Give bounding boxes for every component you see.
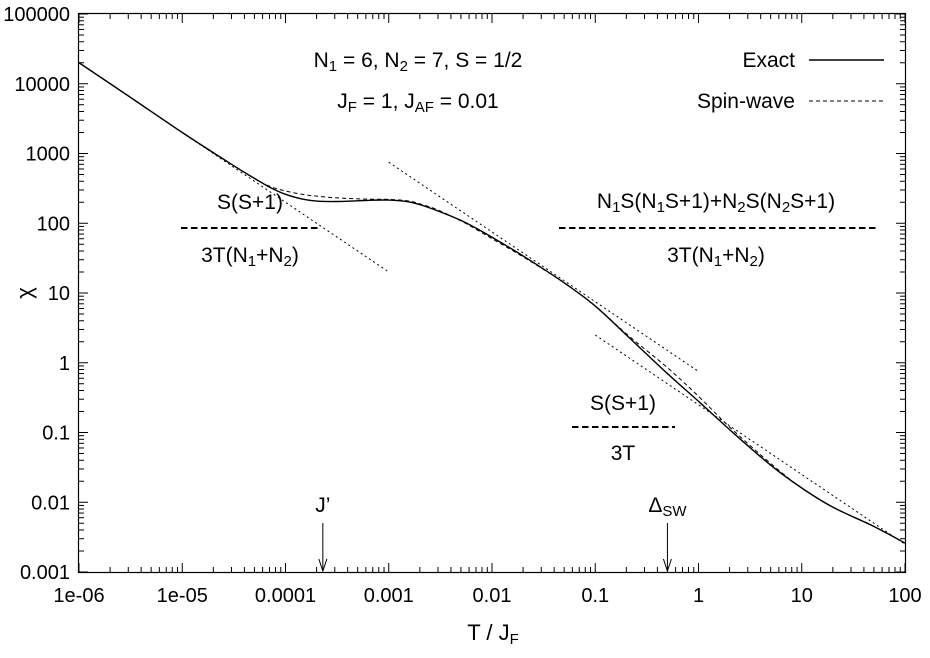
high-t-numerator: S(S+1) [590, 392, 656, 415]
y-tick-label: 100000 [3, 4, 70, 26]
y-tick-label: 10000 [14, 74, 70, 96]
y-tick-label: 1000 [26, 144, 71, 166]
mid-t-denominator: 3T(N1+N2) [667, 244, 765, 270]
y-tick-label: 1 [59, 353, 70, 375]
asymptote-lines [79, 63, 905, 544]
x-tick-label: 1e-06 [53, 585, 104, 607]
x-tick-label: 0.0001 [255, 585, 316, 607]
y-axis-title: χ [12, 287, 37, 299]
x-tick-label: 1 [693, 585, 704, 607]
low-t-denominator: 3T(N1+N2) [201, 244, 299, 270]
asymptote-line [595, 335, 905, 544]
legend-label-exact: Exact [742, 49, 795, 72]
y-tick-label: 0.001 [20, 562, 70, 584]
y-tick-label: 0.01 [31, 492, 70, 514]
y-tick-label: 0.1 [42, 423, 70, 445]
spin-wave-line [79, 63, 905, 543]
params-line-2: JF = 1, JAF = 0.01 [337, 90, 498, 116]
delta-sw-label: ΔSW [648, 494, 687, 520]
legend-label-spin-wave: Spin-wave [697, 90, 795, 113]
x-tick-label: 0.1 [581, 585, 609, 607]
energy-scale-markers: J’ ΔSW [315, 494, 687, 571]
x-tick-label: 0.001 [364, 585, 414, 607]
x-tick-label: 100 [888, 585, 921, 607]
mid-t-numerator: N1S(N1S+1)+N2S(N2S+1) [597, 190, 835, 216]
high-t-denominator: 3T [611, 442, 636, 465]
j-prime-label: J’ [315, 494, 330, 517]
data-series [79, 63, 905, 543]
params-line-1: N1 = 6, N2 = 7, S = 1/2 [314, 49, 523, 75]
x-axis-title: T / JF [467, 620, 519, 648]
x-tick-label: 0.01 [473, 585, 512, 607]
y-tick-label: 10 [48, 283, 70, 305]
low-t-numerator: S(S+1) [217, 191, 283, 214]
exact-line [79, 63, 905, 543]
legend: Exact Spin-wave [697, 49, 884, 113]
y-tick-label: 100 [37, 213, 70, 235]
x-tick-label: 10 [791, 585, 813, 607]
x-tick-label: 1e-05 [157, 585, 208, 607]
